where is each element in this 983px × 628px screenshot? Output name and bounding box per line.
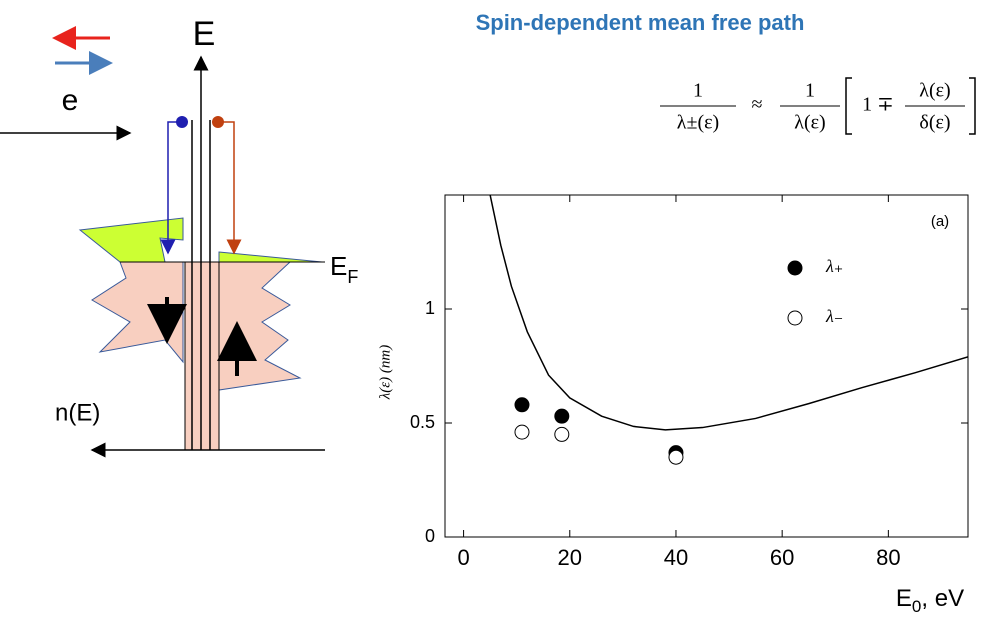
occupied-states (218, 251, 323, 263)
y-axis-label: λ(ε) (nm) (377, 345, 393, 400)
data-point (554, 408, 570, 424)
data-point (554, 426, 570, 442)
legend-label: λ₊ (825, 256, 843, 276)
formula-text: 1 ∓ (862, 94, 894, 116)
x-label-sub: 0 (912, 597, 921, 616)
dos-down (91, 261, 184, 364)
x-label-main: E (896, 585, 912, 612)
fermi-main: E (330, 251, 347, 281)
y-tick-label: 0 (425, 526, 435, 546)
formula-text: 1 (693, 80, 703, 102)
formula: 1 λ±(ε) ≈ 1 λ(ε) 1 ∓ λ(ε) δ(ε) (660, 77, 976, 135)
x-tick-label: 40 (664, 545, 688, 570)
formula-text: 1 (805, 80, 815, 102)
formula-text: λ±(ε) (677, 112, 719, 134)
model-curve (489, 195, 968, 431)
slide-title: Spin-dependent mean free path (476, 10, 805, 35)
energy-label: E (193, 15, 216, 53)
formula-text: δ(ε) (919, 112, 950, 134)
x-tick-label: 80 (876, 545, 900, 570)
x-tick-label: 60 (770, 545, 794, 570)
fermi-label: EF (330, 251, 358, 287)
formula-text: λ(ε) (794, 112, 825, 134)
dos-up (218, 261, 302, 391)
plot-frame (444, 194, 969, 538)
transition-arrow (218, 121, 242, 255)
legend-marker (787, 310, 803, 326)
data-point (668, 449, 684, 465)
data-point (514, 397, 530, 413)
bracket (969, 77, 976, 135)
data-point (514, 424, 530, 440)
electron-label: e (62, 84, 79, 117)
x-label-rest: , eV (921, 585, 964, 612)
annotation: (a) (931, 213, 949, 230)
legend-marker (787, 260, 803, 276)
electron-dot (176, 116, 188, 128)
legend-label: λ₋ (825, 306, 843, 326)
dos-label: n(E) (55, 399, 100, 426)
formula-text: λ(ε) (919, 80, 950, 102)
formula-text: ≈ (752, 94, 763, 116)
electron-dot (212, 116, 224, 128)
band-diagram: e E EF n(E) (0, 15, 358, 458)
x-tick-label: 0 (457, 545, 469, 570)
fermi-sub: F (347, 267, 358, 287)
y-tick-label: 0.5 (410, 412, 435, 432)
bracket (845, 77, 852, 135)
x-tick-label: 20 (558, 545, 582, 570)
dos-core (184, 261, 220, 451)
y-tick-label: 1 (425, 298, 435, 318)
x-axis-label: E0, eV (896, 585, 964, 616)
